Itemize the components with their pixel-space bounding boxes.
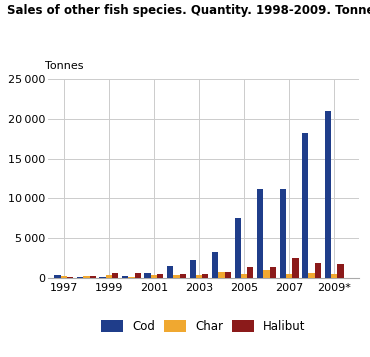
Bar <box>67 277 73 278</box>
Bar <box>167 266 173 278</box>
Bar <box>292 258 299 278</box>
Bar <box>196 275 202 278</box>
Bar <box>112 273 118 278</box>
Bar <box>100 277 106 278</box>
Bar <box>241 275 247 278</box>
Bar <box>315 263 321 278</box>
Bar <box>122 276 128 278</box>
Bar <box>331 274 337 278</box>
Bar <box>280 189 286 278</box>
Bar <box>302 133 309 278</box>
Bar <box>106 275 112 278</box>
Text: Sales of other fish species. Quantity. 1998-2009. Tonnes: Sales of other fish species. Quantity. 1… <box>7 4 370 16</box>
Bar <box>225 272 231 278</box>
Bar <box>189 260 196 278</box>
Bar <box>173 275 179 278</box>
Bar <box>337 265 344 278</box>
Bar <box>61 276 67 278</box>
Bar <box>83 276 90 278</box>
Bar <box>157 275 164 278</box>
Bar <box>218 272 225 278</box>
Legend: Cod, Char, Halibut: Cod, Char, Halibut <box>101 320 306 333</box>
Bar <box>179 274 186 278</box>
Bar <box>324 111 331 278</box>
Bar <box>128 277 135 278</box>
Bar <box>54 275 61 278</box>
Bar <box>145 273 151 278</box>
Bar <box>212 252 218 278</box>
Text: Tonnes: Tonnes <box>45 61 84 71</box>
Bar <box>247 267 253 278</box>
Bar <box>263 270 270 278</box>
Bar <box>257 189 263 278</box>
Bar <box>270 267 276 278</box>
Bar <box>77 277 83 278</box>
Bar <box>286 274 292 278</box>
Bar <box>151 275 157 278</box>
Bar <box>309 273 315 278</box>
Bar <box>235 218 241 278</box>
Bar <box>202 275 208 278</box>
Bar <box>90 276 96 278</box>
Bar <box>135 273 141 278</box>
